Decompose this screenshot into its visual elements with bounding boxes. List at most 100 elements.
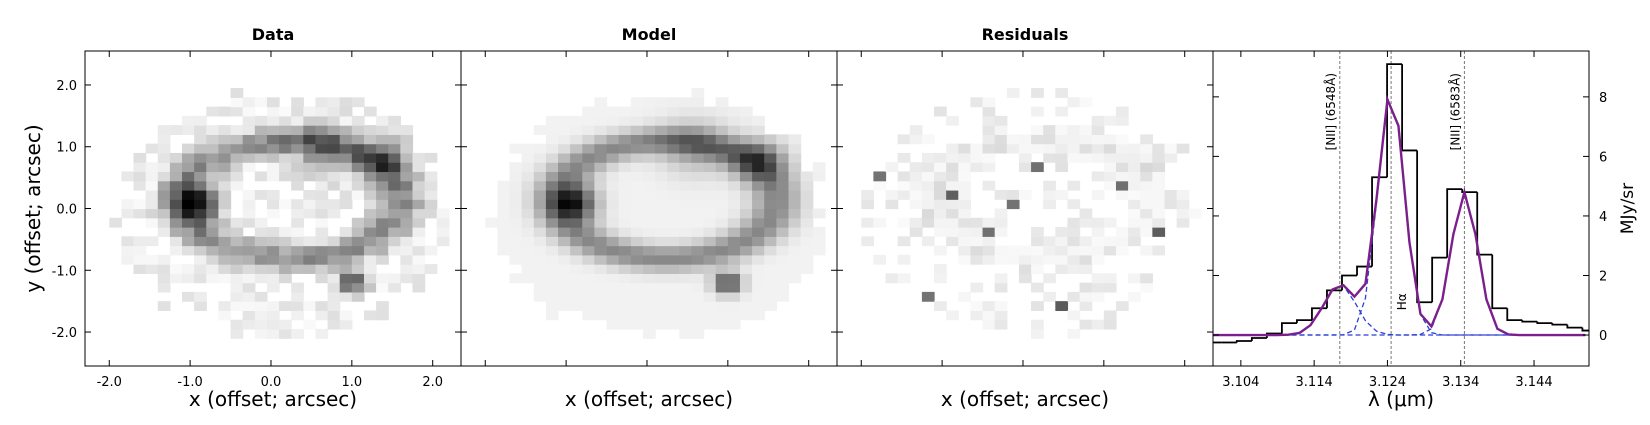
pixel [667,264,680,274]
pixel [679,291,693,302]
pixel [630,115,644,126]
pixel [630,208,644,219]
pixel [715,208,729,219]
pixel [570,171,583,182]
pixel [497,189,511,200]
pixel [570,189,583,200]
pixel [254,291,268,302]
pixel [266,97,280,108]
pixel [655,199,668,210]
pixel [194,217,207,228]
pixel [558,180,571,191]
pixel [376,152,389,163]
pixel [1043,291,1056,302]
pixel [157,180,171,191]
pixel [1079,134,1093,145]
pixel [800,245,814,256]
pixel [388,282,401,293]
pixel [594,310,608,321]
pixel [1091,134,1105,145]
pixel [509,236,523,247]
pixel [1018,134,1032,145]
pixel [509,199,523,210]
pixel [776,162,790,173]
pixel [606,301,620,312]
pixel [1103,152,1117,163]
pixel [727,245,741,256]
pixel [739,171,753,182]
pixel [570,227,583,237]
pixel [570,301,583,312]
pixel [206,208,220,219]
pixel [145,199,159,210]
pixel [691,254,705,265]
pixel [315,208,329,219]
pixel [618,152,632,163]
pixel [655,319,668,330]
pixel [667,254,680,265]
pixel [703,115,717,126]
pixel [1103,180,1117,191]
pixel [958,162,972,173]
pixel [752,301,765,312]
pixel [727,199,741,210]
pixel [691,227,705,237]
pixel [1043,180,1056,191]
pixel [667,227,680,237]
pixel [594,245,608,256]
pixel [618,310,632,321]
pixel [230,88,244,98]
pixel [412,152,426,163]
pixel [351,134,365,145]
pixel [412,171,426,182]
pixel [679,171,693,182]
pixel [1079,236,1093,247]
pixel [630,301,644,312]
pixel [1043,236,1056,247]
pixel [885,189,899,200]
pixel [897,273,911,284]
pixel [1103,217,1117,228]
pixel [982,180,996,191]
pixel [363,245,377,256]
pixel [715,217,729,228]
pixel [897,217,911,228]
pixel [291,282,304,293]
pixel [206,134,220,145]
pixel [533,199,547,210]
pixel [691,328,705,339]
pixel [558,301,571,312]
pixel [1043,254,1056,265]
pixel [934,208,947,219]
pixel [642,125,656,135]
pixel [1152,171,1166,182]
pixel [691,264,705,274]
pixel [800,227,814,237]
pixel [266,328,280,339]
pixel [667,106,680,117]
pixel [133,171,147,182]
pixel [921,180,935,191]
pixel [291,171,304,182]
pixel [121,236,135,247]
pixel [752,227,765,237]
pixel [861,189,874,200]
pixel [521,227,535,237]
pixel [169,236,183,247]
pixel [242,282,256,293]
pixel [958,152,972,163]
pixel [169,189,183,200]
pixel [279,125,292,135]
pixel [715,264,729,274]
pixel [1176,217,1190,228]
pixel [727,143,741,154]
pixel [1043,152,1056,163]
pixel [1006,245,1020,256]
pixel [655,273,668,284]
pixel [606,273,620,284]
pixel [618,319,632,330]
pixel [715,291,729,302]
pixel [970,217,984,228]
pixel [327,97,341,108]
pixel [521,152,535,163]
